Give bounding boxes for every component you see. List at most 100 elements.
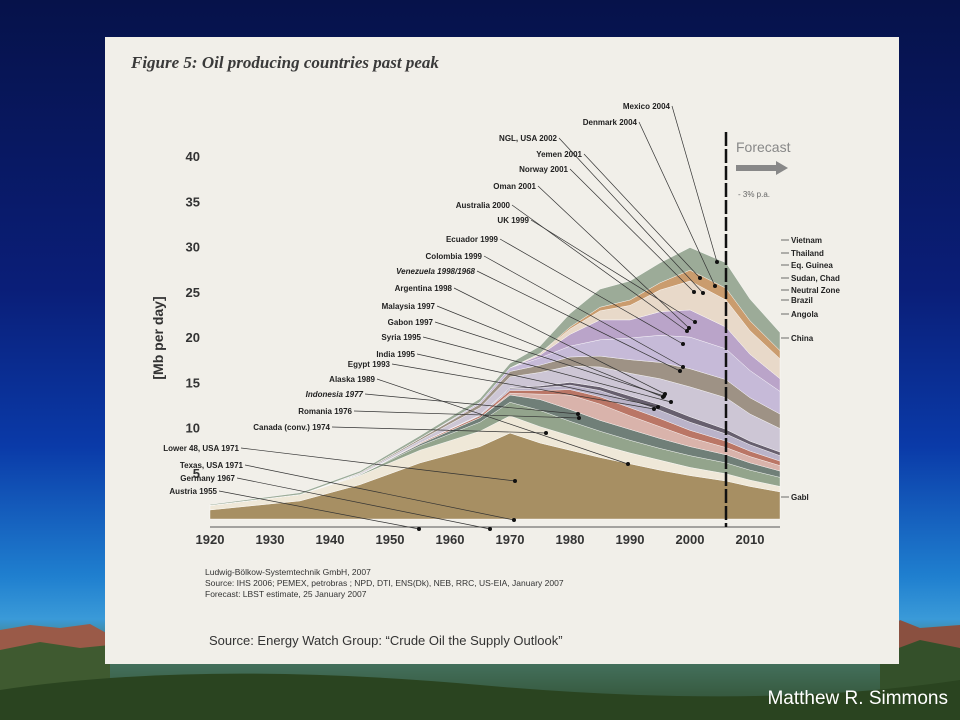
peak-leader-line	[236, 477, 491, 530]
peak-leader-line	[569, 168, 695, 293]
area-chart: 1920 1930 1940 1950 1960 1970 1980 1990 2000 2010…	[150, 102, 840, 547]
country-label: Eq. Guinea	[791, 261, 833, 270]
peak-label: Egypt 1993	[348, 360, 391, 369]
y-tick-label: 10	[186, 421, 200, 436]
x-tick-label: 1940	[316, 532, 345, 547]
peak-label: Oman 2001	[493, 182, 536, 191]
peak-marker	[685, 329, 689, 333]
peak-leader-line	[499, 238, 684, 345]
peak-label: Lower 48, USA 1971	[163, 444, 239, 453]
peak-label: Austria 1955	[169, 487, 217, 496]
peak-marker	[656, 405, 660, 409]
y-tick-label: 30	[186, 240, 200, 255]
credit-line: Ludwig-Bölkow-Systemtechnik GmbH, 2007	[205, 567, 371, 577]
peak-leader-line	[671, 105, 718, 263]
peak-label: Alaska 1989	[329, 375, 375, 384]
x-tick-label: 1990	[616, 532, 645, 547]
peak-leader-line	[453, 287, 666, 395]
peak-marker	[626, 462, 630, 466]
peak-label: Yemen 2001	[536, 150, 582, 159]
peak-leader-line	[436, 305, 664, 398]
peak-marker	[687, 326, 691, 330]
peak-label: Mexico 2004	[623, 102, 671, 111]
y-tick-label: 15	[186, 375, 200, 390]
y-tick-label: 40	[186, 149, 200, 164]
peak-marker	[577, 416, 581, 420]
peak-marker	[417, 527, 421, 531]
x-tick-label: 1920	[196, 532, 225, 547]
peak-label: Germany 1967	[180, 474, 235, 483]
forecast-arrow-icon	[736, 161, 788, 175]
peak-marker	[544, 431, 548, 435]
author-name: Matthew R. Simmons	[767, 688, 948, 709]
peak-marker	[681, 365, 685, 369]
series-area	[209, 247, 781, 506]
peak-leader-line	[218, 490, 420, 530]
peak-leader-line	[638, 121, 716, 287]
x-tick-label: 2010	[736, 532, 765, 547]
y-tick-label: 5	[193, 466, 200, 481]
x-tick-label: 1970	[496, 532, 525, 547]
peak-leader-line	[434, 321, 665, 397]
peak-leader-line	[583, 153, 701, 279]
peak-label: India 1995	[376, 350, 415, 359]
peak-marker	[713, 284, 717, 288]
source-citation: Source: Energy Watch Group: “Crude Oil t…	[209, 633, 563, 648]
peak-marker	[701, 291, 705, 295]
peak-leader-line	[240, 447, 516, 482]
peak-leader-line	[364, 393, 579, 415]
peak-marker	[488, 527, 492, 531]
peak-label: Indonesia 1977	[306, 390, 364, 399]
country-label: Thailand	[791, 249, 824, 258]
figure-panel: Figure 5: Oil producing countries past p…	[105, 37, 899, 664]
peak-label: Australia 2000	[456, 201, 511, 210]
peak-label: Venezuela 1998/1968	[396, 267, 475, 276]
figure-title: Figure 5: Oil producing countries past p…	[131, 53, 439, 72]
peak-leader-line	[537, 185, 690, 329]
country-label: Gabl	[791, 493, 809, 502]
peak-label: Colombia 1999	[426, 252, 483, 261]
peak-label: Syria 1995	[381, 333, 421, 342]
credit-line: Forecast: LBST estimate, 25 January 2007	[205, 589, 367, 599]
country-label: Sudan, Chad	[791, 274, 840, 283]
peak-leader-line	[530, 219, 696, 323]
y-tick-label: 35	[186, 194, 200, 209]
peak-label: Norway 2001	[519, 165, 568, 174]
peak-label: Canada (conv.) 1974	[253, 423, 330, 432]
country-label: Angola	[791, 310, 819, 319]
peak-label: Malaysia 1997	[382, 302, 436, 311]
peak-leader-line	[244, 464, 515, 521]
x-tick-label: 1980	[556, 532, 585, 547]
x-tick-label: 1960	[436, 532, 465, 547]
peak-label: Romania 1976	[298, 407, 352, 416]
x-tick-label: 1930	[256, 532, 285, 547]
credit-line: Source: IHS 2006; PEMEX, petrobras ; NPD…	[205, 578, 564, 588]
peak-leader-line	[391, 363, 655, 410]
peak-marker	[715, 260, 719, 264]
peak-marker	[652, 407, 656, 411]
peak-label: Ecuador 1999	[446, 235, 499, 244]
y-tick-label: 25	[186, 285, 200, 300]
peak-marker	[681, 342, 685, 346]
peak-label: NGL, USA 2002	[499, 134, 557, 143]
peak-leader-line	[331, 426, 547, 434]
mountain-landscape	[0, 620, 960, 720]
peak-marker	[513, 479, 517, 483]
y-tick-label: 20	[186, 330, 200, 345]
peak-marker	[662, 394, 666, 398]
peak-label: Texas, USA 1971	[180, 461, 244, 470]
peak-leader-line	[422, 336, 672, 403]
peak-marker	[693, 320, 697, 324]
forecast-label: Forecast	[736, 139, 791, 155]
peak-label: Denmark 2004	[583, 118, 638, 127]
chart-credits: Ludwig-Bölkow-Systemtechnik GmbH, 2007 S…	[205, 567, 564, 600]
peak-label: UK 1999	[497, 216, 529, 225]
forecast-rate-label: - 3% p.a.	[738, 190, 770, 199]
peak-marker	[692, 290, 696, 294]
country-label: Neutral Zone	[791, 286, 840, 295]
x-tick-label: 2000	[676, 532, 705, 547]
chart-annotations: Forecast - 3% p.a. Mexico 2004 Denmark 2004…	[163, 102, 840, 531]
peak-marker	[576, 412, 580, 416]
peak-leader-line	[483, 255, 684, 368]
peak-leader-line	[376, 378, 629, 465]
